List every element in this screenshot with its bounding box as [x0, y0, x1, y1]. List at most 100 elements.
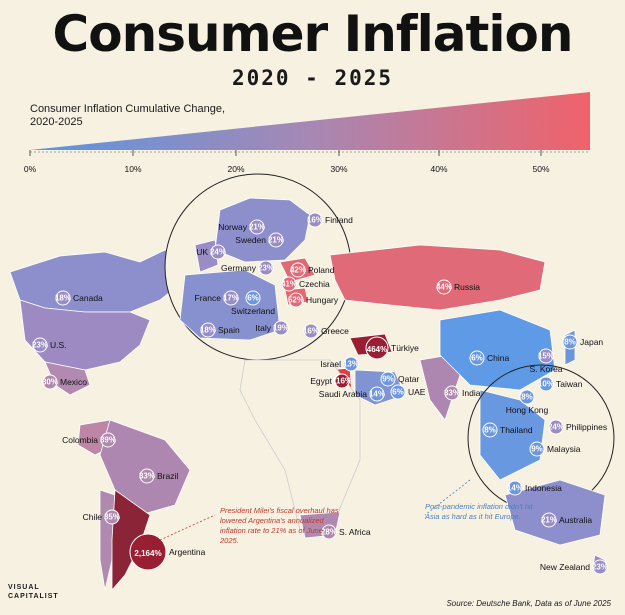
marker-canada: 18% Canada — [55, 290, 103, 306]
value-label: 9% — [531, 445, 543, 454]
value-bubble — [223, 290, 239, 306]
value-bubble — [139, 468, 155, 484]
value-bubble — [303, 323, 319, 339]
value-bubble — [273, 320, 289, 336]
value-bubble — [100, 432, 116, 448]
value-label: 52% — [288, 296, 304, 305]
logo-line1: VISUAL — [8, 584, 40, 591]
visual-capitalist-logo: VISUAL CAPITALIST — [8, 583, 59, 601]
country-name-label: UK — [196, 247, 208, 257]
country-name-label: India — [462, 388, 481, 398]
value-label: 17% — [223, 294, 239, 303]
marker-china: 6% China — [469, 350, 509, 366]
marker-spain: 18% Spain — [200, 322, 240, 338]
value-bubble — [482, 422, 498, 438]
legend-tick-label: 50% — [532, 164, 549, 174]
argentina-note: President Milei's fiscal overhaul has lo… — [220, 506, 339, 545]
marker-finland: 16% Finland — [307, 212, 353, 228]
country-name-label: Finland — [325, 215, 353, 225]
value-bubble — [42, 374, 58, 390]
country-name-label: Greece — [321, 326, 349, 336]
marker-switzerland: 6% Switzerland — [231, 290, 275, 316]
value-label: 116% — [332, 377, 352, 386]
legend-tick-label: 10% — [124, 164, 141, 174]
marker-us: 23% U.S. — [32, 337, 67, 353]
country-name-label: New Zealand — [540, 562, 590, 572]
country-name-label: Chile — [83, 512, 103, 522]
value-label: 21% — [249, 223, 265, 232]
value-bubble — [129, 533, 167, 571]
marker-thailand: 8% Thailand — [482, 422, 533, 438]
value-label: 35% — [104, 513, 120, 522]
value-label: 14% — [369, 390, 385, 399]
value-label: 464% — [367, 345, 387, 354]
value-bubble — [538, 348, 554, 364]
value-label: 8% — [564, 338, 576, 347]
country-name-label: Hong Kong — [506, 405, 549, 415]
country-name-label: Spain — [218, 325, 240, 335]
value-bubble — [210, 244, 226, 260]
country-name-label: UAE — [408, 387, 426, 397]
country-name-label: Italy — [255, 323, 271, 333]
legend-color-scale — [30, 92, 590, 150]
country-name-label: Saudi Arabia — [319, 389, 367, 399]
value-bubble — [245, 290, 261, 306]
country-name-label: Egypt — [310, 376, 332, 386]
country-name-label: China — [487, 353, 509, 363]
marker-russia: 44% Russia — [436, 279, 480, 295]
asia-note-connector — [424, 479, 471, 516]
value-bubble — [321, 524, 337, 540]
value-bubble — [592, 559, 608, 575]
marker-sweden: 21%Sweden — [235, 232, 284, 248]
value-bubble — [436, 279, 452, 295]
country-name-label: U.S. — [50, 340, 67, 350]
country-us-shape — [19, 299, 151, 371]
value-bubble — [200, 322, 216, 338]
country-australia-shape — [504, 479, 606, 546]
country-name-label: Mexico — [60, 377, 87, 387]
value-label: 24% — [210, 248, 226, 257]
land-masses — [9, 173, 615, 592]
country-name-label: Malaysia — [547, 444, 581, 454]
value-label: 44% — [436, 283, 452, 292]
value-label: 14% — [507, 484, 523, 493]
country-name-label: Germany — [221, 263, 257, 273]
value-label: 33% — [444, 389, 460, 398]
marker-trkiye: 464% Türkiye — [365, 336, 419, 360]
country-name-label: Poland — [308, 265, 335, 275]
value-label: 24% — [548, 423, 564, 432]
value-label: 23% — [258, 264, 274, 273]
marker-japan: 8% Japan — [562, 334, 603, 350]
marker-brazil: 33% Brazil — [139, 468, 178, 484]
marker-uk: 24%UK — [196, 244, 226, 260]
marker-indonesia: 14% Indonesia — [507, 480, 562, 496]
marker-hongkong: 8% Hong Kong — [506, 389, 549, 415]
value-label: 13% — [343, 360, 359, 369]
legend-tick-label: 20% — [227, 164, 244, 174]
legend-tick-label: 40% — [430, 164, 447, 174]
value-bubble — [307, 212, 323, 228]
marker-uae: 6% UAE — [390, 384, 426, 400]
value-label: 2,164% — [134, 549, 161, 558]
argentina-note-connector — [159, 514, 216, 541]
country-name-label: Israel — [320, 359, 341, 369]
value-bubble — [529, 441, 545, 457]
value-bubble — [334, 373, 350, 389]
country-name-label: Argentina — [169, 547, 206, 557]
value-label: 6% — [471, 354, 483, 363]
country-name-label: Qatar — [398, 374, 419, 384]
marker-mexico: 30% Mexico — [42, 374, 87, 390]
marker-greece: 16% Greece — [303, 323, 349, 339]
country-argentina-shape — [111, 489, 151, 592]
chart-title: Consumer Inflation — [52, 5, 574, 63]
value-bubble — [343, 356, 359, 372]
value-label: 6% — [247, 294, 259, 303]
marker-norway: 21%Norway — [218, 219, 265, 235]
value-bubble — [369, 386, 385, 402]
country-brazil-shape — [99, 419, 191, 516]
marker-newzealand: 23%New Zealand — [540, 559, 608, 575]
value-bubble — [538, 376, 554, 392]
marker-czechia: 41% Czechia — [281, 276, 330, 292]
